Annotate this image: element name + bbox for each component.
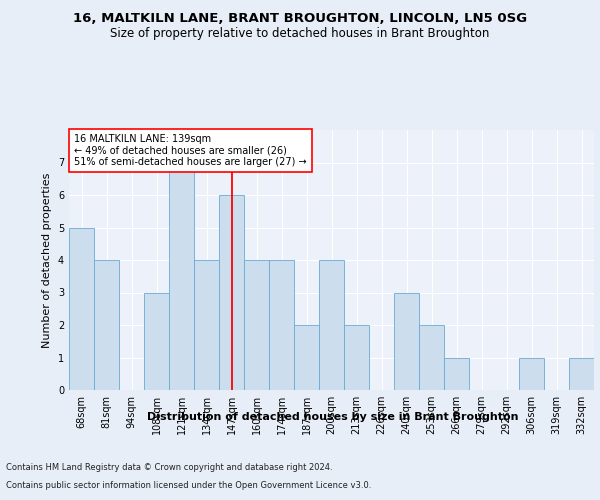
Y-axis label: Number of detached properties: Number of detached properties	[43, 172, 52, 348]
Bar	[319, 260, 344, 390]
Bar	[144, 292, 169, 390]
Bar	[69, 228, 94, 390]
Bar	[519, 358, 544, 390]
Text: Contains HM Land Registry data © Crown copyright and database right 2024.: Contains HM Land Registry data © Crown c…	[6, 462, 332, 471]
Bar	[219, 195, 244, 390]
Bar	[94, 260, 119, 390]
Bar	[569, 358, 594, 390]
Bar	[244, 260, 269, 390]
Text: Distribution of detached houses by size in Brant Broughton: Distribution of detached houses by size …	[147, 412, 519, 422]
Text: Size of property relative to detached houses in Brant Broughton: Size of property relative to detached ho…	[110, 28, 490, 40]
Bar	[169, 162, 194, 390]
Bar	[194, 260, 219, 390]
Text: 16 MALTKILN LANE: 139sqm
← 49% of detached houses are smaller (26)
51% of semi-d: 16 MALTKILN LANE: 139sqm ← 49% of detach…	[74, 134, 307, 167]
Bar	[444, 358, 469, 390]
Bar	[344, 325, 369, 390]
Bar	[269, 260, 294, 390]
Text: Contains public sector information licensed under the Open Government Licence v3: Contains public sector information licen…	[6, 481, 371, 490]
Bar	[394, 292, 419, 390]
Bar	[419, 325, 444, 390]
Bar	[294, 325, 319, 390]
Text: 16, MALTKILN LANE, BRANT BROUGHTON, LINCOLN, LN5 0SG: 16, MALTKILN LANE, BRANT BROUGHTON, LINC…	[73, 12, 527, 26]
